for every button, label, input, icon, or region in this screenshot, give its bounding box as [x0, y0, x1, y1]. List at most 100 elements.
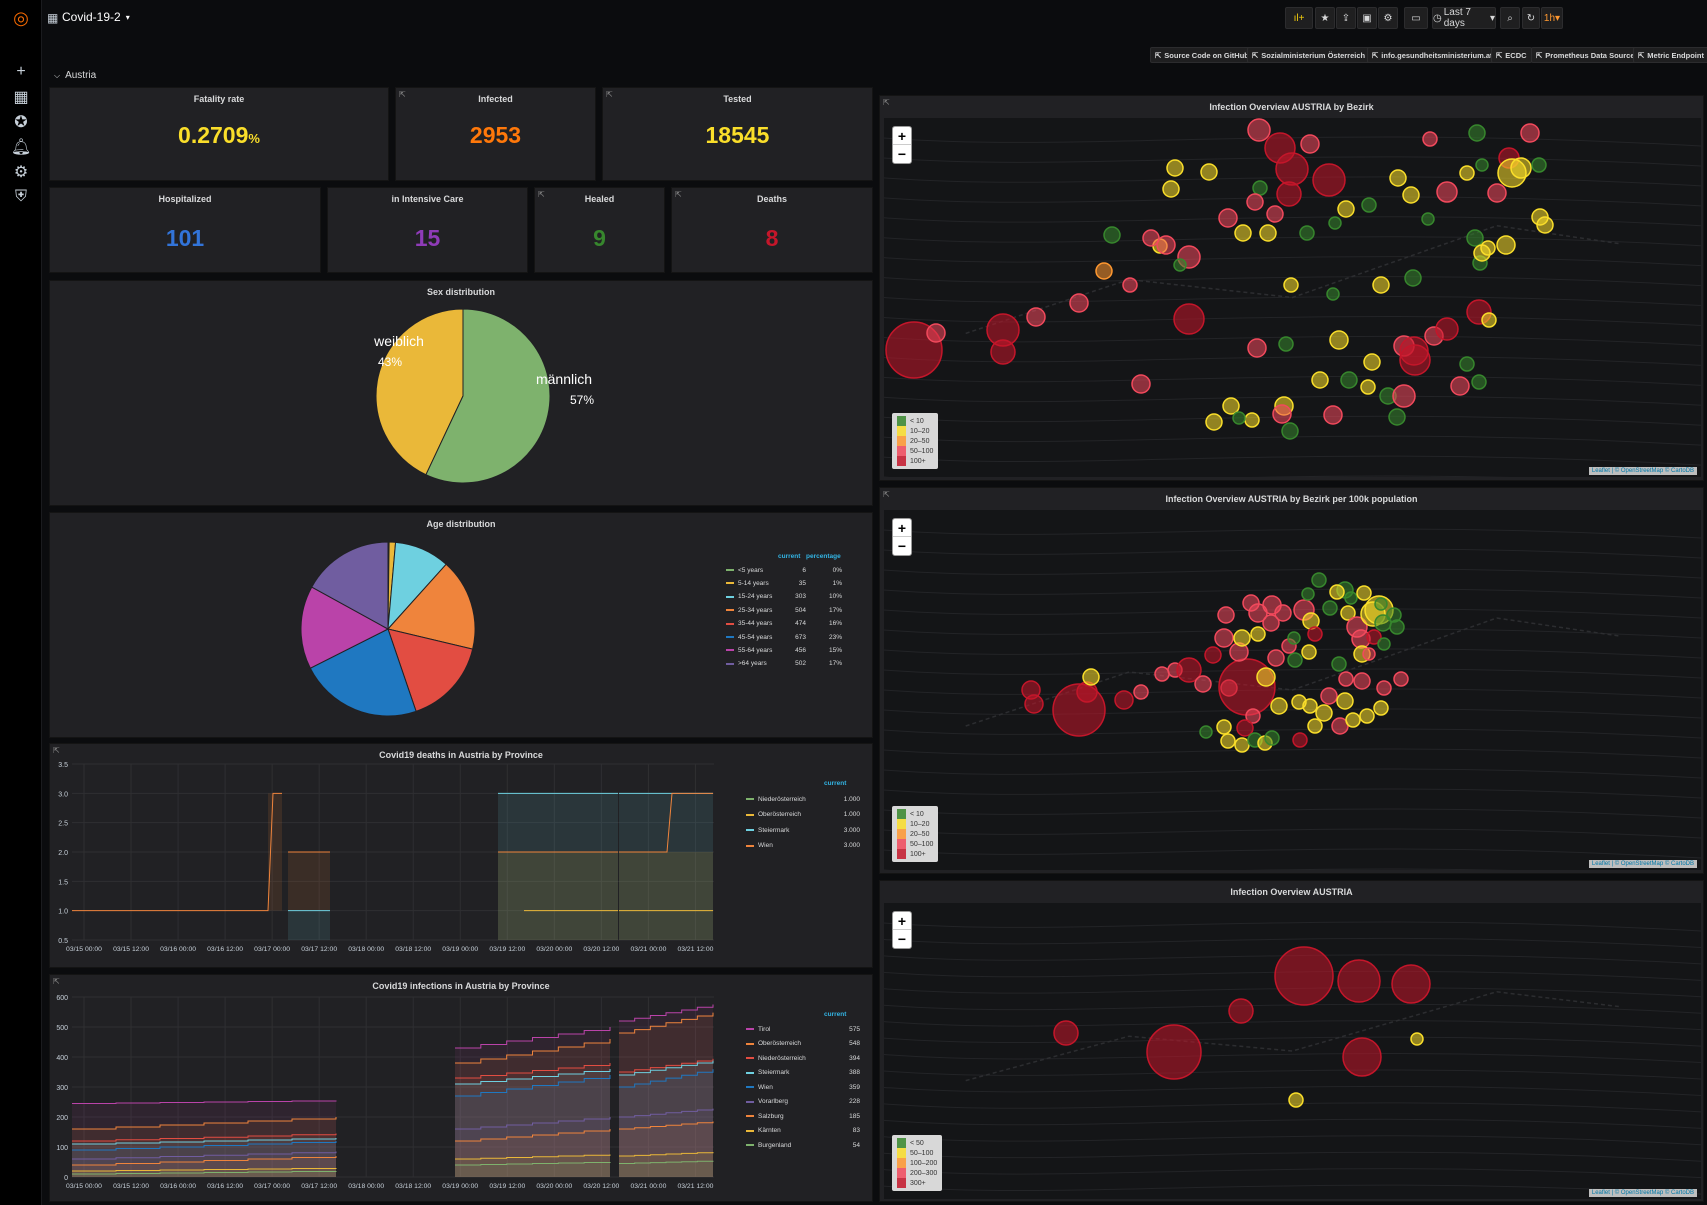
map-marker	[1466, 229, 1484, 247]
legend-item[interactable]: Wien 3.000	[746, 840, 866, 852]
legend-item[interactable]: 25-34 years 504 17%	[726, 604, 846, 616]
time-picker[interactable]: ◷ Last 7 days ▾	[1432, 7, 1496, 29]
map-marker	[1301, 644, 1317, 660]
legend-header[interactable]: current	[824, 780, 847, 787]
external-link-icon[interactable]: ⇱	[53, 746, 60, 755]
legend-item[interactable]: Kärnten 83	[746, 1125, 866, 1137]
explore-icon[interactable]: ✪	[14, 114, 28, 131]
legend-value: 185	[849, 1112, 860, 1120]
link-button[interactable]: ⇱ Metric Endpoint	[1633, 47, 1707, 63]
area-fill	[619, 1004, 713, 1177]
zoom-control[interactable]: + −	[892, 911, 912, 949]
zoom-in-button[interactable]: +	[893, 912, 911, 930]
series-line	[455, 1027, 611, 1049]
legend-label: 50–100	[910, 1149, 934, 1157]
zoom-control[interactable]: + −	[892, 518, 912, 556]
legend-item: 200–300	[897, 1168, 937, 1178]
legend-swatch	[897, 446, 906, 456]
tv-mode-button[interactable]: ▭	[1404, 7, 1428, 29]
map-marker	[1232, 411, 1246, 425]
add-panel-button[interactable]: ıl+	[1285, 7, 1313, 29]
external-link-icon[interactable]: ⇱	[883, 98, 890, 107]
link-button[interactable]: ⇱ info.gesundheitsministerium.at	[1367, 47, 1498, 63]
map-attribution[interactable]: Leaflet | © OpenStreetMap © CartoDB	[1588, 1189, 1697, 1197]
legend-item[interactable]: 55-64 years 456 15%	[726, 644, 846, 656]
legend-percent: 16%	[828, 620, 842, 628]
plus-icon[interactable]: +	[16, 63, 26, 80]
zoom-in-button[interactable]: +	[893, 127, 911, 145]
series-line	[619, 1121, 714, 1130]
legend-item[interactable]: 35-44 years 474 16%	[726, 618, 846, 630]
external-link-icon[interactable]: ⇱	[675, 190, 682, 199]
zoom-out-button[interactable]: −	[897, 931, 907, 947]
legend-item[interactable]: Burgenland 54	[746, 1139, 866, 1151]
gear-icon[interactable]: ⚙	[13, 164, 29, 181]
legend-item[interactable]: Oberösterreich 548	[746, 1038, 866, 1050]
save-button[interactable]: ▣	[1357, 7, 1377, 29]
panel-title: Age distribution	[426, 519, 496, 529]
grafana-logo-icon[interactable]: ◎	[13, 7, 29, 28]
legend-label: < 10	[910, 810, 924, 818]
link-button[interactable]: ⇱ Sozialministerium Österreich	[1247, 47, 1371, 63]
dashboards-icon[interactable]: ▦	[13, 89, 29, 106]
legend-item[interactable]: Steiermark 388	[746, 1067, 866, 1079]
bell-icon[interactable]: 🔔︎	[10, 139, 32, 156]
legend-label: 25-34 years	[738, 606, 773, 614]
shield-icon[interactable]: ⛨	[14, 188, 27, 205]
external-link-icon[interactable]: ⇱	[53, 977, 60, 986]
refresh-interval-picker[interactable]: 1h ▾	[1541, 7, 1563, 29]
legend-item[interactable]: Tirol 575	[746, 1023, 866, 1035]
map-marker	[1338, 671, 1354, 687]
link-button[interactable]: ⇱ ECDC	[1491, 47, 1532, 63]
legend-percent: 23%	[828, 633, 842, 641]
map-bezirk[interactable]: + − < 10 10–20 20–50 50–100 100+ Leaflet | © Op…	[884, 118, 1701, 477]
map-marker	[1176, 657, 1202, 683]
zoom-out-button[interactable]: ⌕	[1500, 7, 1520, 29]
map-marker	[1267, 649, 1285, 667]
legend-item[interactable]: <5 years 6 0%	[726, 564, 846, 576]
external-link-icon[interactable]: ⇱	[883, 490, 890, 499]
map-marker	[1069, 293, 1089, 313]
map-per100k[interactable]: + − < 10 10–20 20–50 50–100 100+ Leaflet | © Op…	[884, 510, 1701, 870]
map-austria[interactable]: + − < 50 50–100 100–200 200–300 300+ Leaflet | …	[884, 903, 1701, 1199]
external-link-icon[interactable]: ⇱	[538, 190, 545, 199]
legend-item[interactable]: Salzburg 185	[746, 1110, 866, 1122]
link-button[interactable]: ⇱ Prometheus Data Source	[1531, 47, 1640, 63]
legend-item[interactable]: >64 years 502 17%	[726, 658, 846, 670]
legend-item[interactable]: Niederösterreich 1.000	[746, 793, 866, 805]
refresh-button[interactable]: ↻	[1522, 7, 1540, 29]
legend-item[interactable]: 15-24 years 303 10%	[726, 591, 846, 603]
legend-header[interactable]: percentage	[806, 553, 841, 560]
series-line	[455, 1075, 611, 1097]
legend-item[interactable]: Wien 359	[746, 1081, 866, 1093]
healed-value: 9	[593, 225, 606, 251]
external-link-icon[interactable]: ⇱	[606, 90, 613, 99]
legend-item[interactable]: 45-54 years 673 23%	[726, 631, 846, 643]
row-austria[interactable]: ⌵ Austria	[54, 70, 97, 81]
share-button[interactable]: ⇪	[1336, 7, 1356, 29]
map-marker	[1510, 157, 1532, 179]
legend-item[interactable]: Vorarlberg 228	[746, 1096, 866, 1108]
legend-item[interactable]: 5-14 years 35 1%	[726, 577, 846, 589]
map-terrain	[884, 1135, 1701, 1146]
map-marker	[1435, 317, 1459, 341]
dashboard-title[interactable]: Covid-19-2 ▾	[62, 10, 130, 24]
map-marker	[1402, 186, 1420, 204]
map-terrain	[884, 395, 1701, 406]
legend-header[interactable]: current	[778, 553, 801, 560]
zoom-in-button[interactable]: +	[893, 519, 911, 537]
legend-item[interactable]: Oberösterreich 1.000	[746, 809, 866, 821]
map-attribution[interactable]: Leaflet | © OpenStreetMap © CartoDB	[1588, 467, 1697, 475]
settings-button[interactable]: ⚙	[1378, 7, 1398, 29]
star-button[interactable]: ★	[1315, 7, 1335, 29]
link-button[interactable]: ⇱ Source Code on GitHub	[1150, 47, 1254, 63]
zoom-out-button[interactable]: −	[897, 538, 907, 554]
legend-item[interactable]: Niederösterreich 394	[746, 1052, 866, 1064]
zoom-control[interactable]: + −	[892, 126, 912, 164]
x-tick-label: 03/17 12:00	[301, 1183, 337, 1190]
legend-item[interactable]: Steiermark 3.000	[746, 824, 866, 836]
legend-header[interactable]: current	[824, 1011, 847, 1018]
zoom-out-button[interactable]: −	[897, 146, 907, 162]
map-attribution[interactable]: Leaflet | © OpenStreetMap © CartoDB	[1588, 860, 1697, 868]
external-link-icon[interactable]: ⇱	[399, 90, 406, 99]
